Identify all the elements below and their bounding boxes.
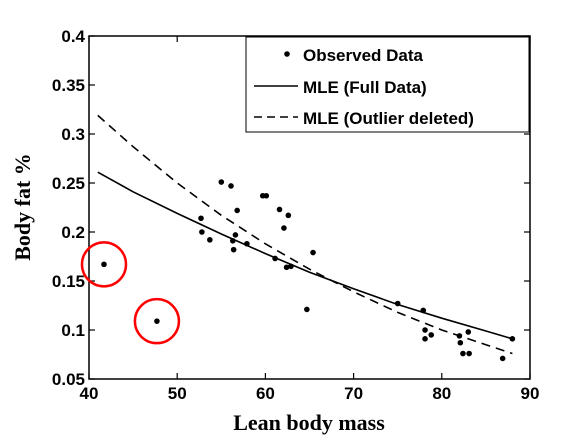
data-point	[228, 183, 234, 189]
data-point	[207, 237, 213, 243]
y-tick-label: 0.3	[61, 125, 85, 144]
data-point	[457, 339, 464, 346]
data-point	[230, 246, 237, 253]
data-point	[394, 300, 401, 307]
legend-label-full: MLE (Full Data)	[303, 78, 427, 97]
legend: Observed Data MLE (Full Data) MLE (Outli…	[245, 36, 530, 133]
data-points	[101, 179, 516, 362]
data-point	[465, 329, 472, 335]
data-point	[456, 333, 463, 339]
legend-label-observed: Observed Data	[303, 46, 424, 65]
data-point	[154, 318, 160, 324]
data-point	[310, 249, 316, 256]
data-point	[234, 207, 240, 214]
legend-label-outlier-deleted: MLE (Outlier deleted)	[303, 109, 474, 128]
x-tick-label: 40	[80, 384, 99, 403]
x-tick-label: 70	[344, 384, 363, 403]
y-tick-label: 0.2	[61, 223, 85, 242]
data-point	[263, 192, 270, 199]
y-tick-label: 0.4	[61, 27, 85, 46]
data-point	[199, 229, 205, 235]
data-point	[276, 206, 283, 213]
outlier-circle	[80, 241, 128, 288]
data-point	[281, 225, 287, 231]
data-point	[460, 350, 466, 357]
data-point	[304, 306, 310, 313]
x-tick-label: 60	[256, 384, 275, 403]
data-point	[272, 255, 278, 262]
data-point	[466, 350, 472, 357]
data-point	[420, 307, 427, 314]
data-point	[499, 355, 506, 362]
mle-outlier-deleted-line	[97, 114, 513, 355]
tick-labels: 40 50 60 70 80 90 0.05 0.1 0.15 0.2 0.25 0.3 0.35 0.4	[52, 27, 540, 403]
x-tick-label: 80	[432, 384, 451, 403]
y-tick-label: 0.1	[61, 321, 85, 340]
data-point	[218, 179, 225, 185]
data-point	[229, 238, 236, 244]
y-tick-label: 0.05	[52, 370, 85, 389]
data-point	[283, 264, 290, 271]
data-point	[244, 240, 250, 247]
legend-marker-observed	[284, 51, 290, 57]
fit-lines	[97, 114, 513, 355]
data-point	[232, 232, 239, 238]
y-axis-title: Body fat %	[10, 153, 35, 261]
y-tick-label: 0.25	[52, 174, 85, 193]
x-axis-title: Lean body mass	[233, 410, 385, 435]
data-point	[198, 215, 204, 222]
x-tick-label: 90	[521, 384, 540, 403]
outlier-highlights	[80, 241, 181, 345]
y-tick-label: 0.35	[52, 76, 85, 95]
x-tick-label: 50	[168, 384, 187, 403]
legend-box	[245, 36, 530, 133]
y-tick-label: 0.15	[52, 272, 85, 291]
mle-full-data-line	[97, 171, 513, 340]
data-point	[422, 336, 428, 342]
data-point	[101, 261, 107, 268]
data-point	[428, 332, 435, 338]
data-point	[285, 212, 292, 219]
outlier-circle	[133, 297, 181, 345]
data-point	[288, 263, 294, 270]
data-point	[509, 336, 516, 342]
data-point	[422, 327, 428, 333]
